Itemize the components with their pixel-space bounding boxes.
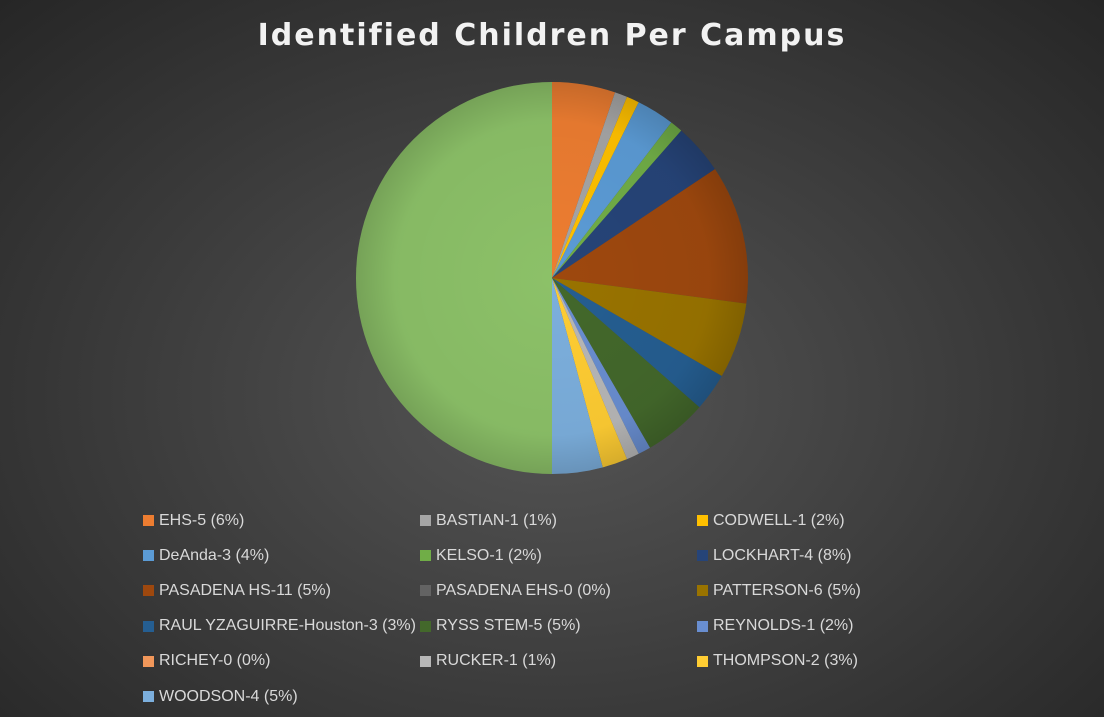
legend-item-richey-0: RICHEY-0 (0%): [143, 644, 420, 679]
legend-label: RICHEY-0 (0%): [159, 652, 271, 670]
legend-label: RAUL YZAGUIRRE-Houston-3 (3%): [159, 617, 416, 635]
legend-label: BASTIAN-1 (1%): [436, 511, 557, 529]
legend-label: EHS-5 (6%): [159, 511, 245, 529]
legend-label: DeAnda-3 (4%): [159, 546, 270, 564]
legend-item-thompson-2: THOMPSON-2 (3%): [697, 644, 997, 679]
legend-label: RUCKER-1 (1%): [436, 652, 557, 670]
legend-item-rucker-1: RUCKER-1 (1%): [420, 644, 697, 679]
legend-swatch: [420, 550, 431, 562]
legend-label: KELSO-1 (2%): [436, 546, 542, 564]
legend-swatch: [143, 620, 154, 632]
legend-item-ehs-5: EHS-5 (6%): [143, 503, 420, 538]
legend-item-patterson-6: PATTERSON-6 (5%): [697, 573, 997, 608]
legend-item-bastian-1: BASTIAN-1 (1%): [420, 503, 697, 538]
legend-swatch: [143, 655, 154, 667]
legend-swatch: [143, 550, 154, 562]
legend-item-codwell-1: CODWELL-1 (2%): [697, 503, 997, 538]
legend-swatch: [697, 620, 708, 632]
legend-swatch: [420, 655, 431, 667]
legend-swatch: [143, 691, 154, 703]
pie-slice-unlabeled-16: [356, 82, 552, 474]
chart-title: Identified Children Per Campus: [257, 18, 847, 53]
legend-label: RYSS STEM-5 (5%): [436, 617, 581, 635]
legend-item-raul-yzaguirre-houston-3: RAUL YZAGUIRRE-Houston-3 (3%): [143, 609, 420, 644]
legend-swatch: [697, 585, 708, 597]
legend-item-pasadena-ehs-0: PASADENA EHS-0 (0%): [420, 573, 697, 608]
legend-item-reynolds-1: REYNOLDS-1 (2%): [697, 609, 997, 644]
legend-label: WOODSON-4 (5%): [159, 687, 298, 705]
legend-swatch: [697, 550, 708, 562]
legend-label: CODWELL-1 (2%): [713, 511, 845, 529]
legend-swatch: [143, 515, 154, 527]
legend-label: LOCKHART-4 (8%): [713, 546, 852, 564]
legend-swatch: [697, 655, 708, 667]
legend-swatch: [420, 585, 431, 597]
legend-item-pasadena-hs-11: PASADENA HS-11 (5%): [143, 573, 420, 608]
legend-item-deanda-3: DeAnda-3 (4%): [143, 538, 420, 573]
legend-swatch: [420, 620, 431, 632]
legend-item-ryss-stem-5: RYSS STEM-5 (5%): [420, 609, 697, 644]
legend-swatch: [143, 585, 154, 597]
legend-label: PASADENA HS-11 (5%): [159, 581, 331, 599]
chart-legend: EHS-5 (6%) BASTIAN-1 (1%) CODWELL-1 (2%) De…: [143, 503, 1023, 714]
legend-item-woodson-4: WOODSON-4 (5%): [143, 679, 420, 714]
legend-label: THOMPSON-2 (3%): [713, 652, 858, 670]
legend-item-kelso-1: KELSO-1 (2%): [420, 538, 697, 573]
legend-label: REYNOLDS-1 (2%): [713, 617, 854, 635]
legend-item-lockhart-4: LOCKHART-4 (8%): [697, 538, 997, 573]
legend-label: PASADENA EHS-0 (0%): [436, 581, 611, 599]
legend-swatch: [420, 515, 431, 527]
legend-swatch: [697, 515, 708, 527]
pie-slices: [356, 82, 748, 474]
legend-label: PATTERSON-6 (5%): [713, 581, 861, 599]
